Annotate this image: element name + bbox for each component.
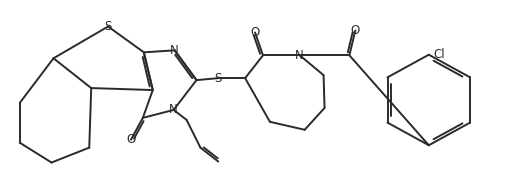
Text: O: O [250,26,260,39]
Text: N: N [296,49,304,62]
Text: O: O [126,133,136,146]
Text: N: N [169,103,178,116]
Text: Cl: Cl [433,48,444,61]
Text: S: S [104,20,112,33]
Text: N: N [170,44,179,57]
Text: S: S [215,72,222,85]
Text: O: O [351,24,360,37]
